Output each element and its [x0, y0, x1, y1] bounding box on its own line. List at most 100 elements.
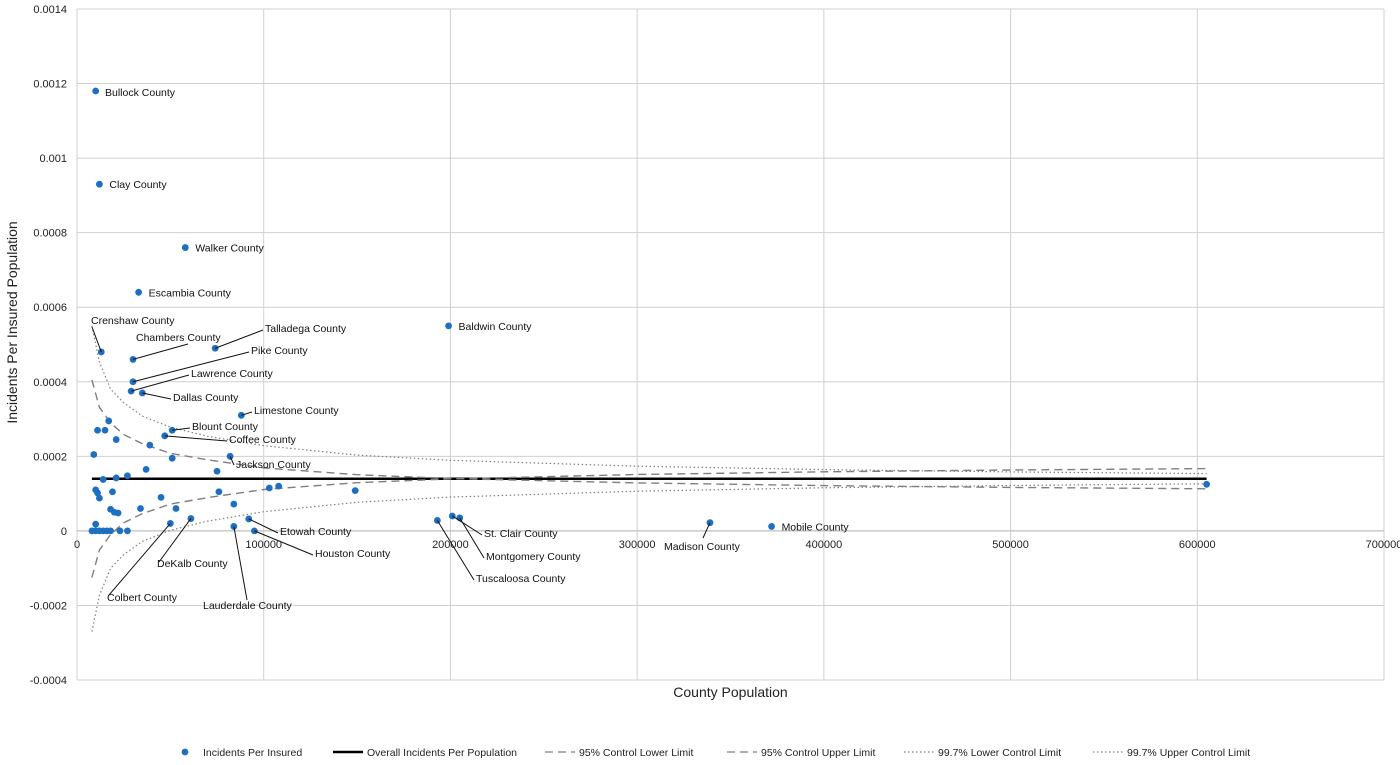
- leader-line: [233, 526, 248, 601]
- y-axis-title: Incidents Per Insured Population: [4, 221, 20, 423]
- x-tick-label: 200000: [432, 539, 469, 551]
- point-etowah-county: [245, 515, 253, 523]
- leader-line: [91, 326, 102, 353]
- control-limit-lines: [91, 325, 1207, 632]
- legend-item-95-control-lower-limit: 95% Control Lower Limit: [545, 747, 693, 759]
- point-madison-county: [706, 519, 714, 527]
- label-lawrence-county: Lawrence County: [191, 368, 273, 380]
- data-point: [116, 527, 124, 535]
- x-tick-label: 100000: [245, 539, 282, 551]
- leader-line: [459, 517, 485, 559]
- label-bullock-county: Bullock County: [105, 87, 176, 99]
- data-point: [351, 487, 359, 495]
- label-etowah-county: Etowah County: [280, 526, 352, 538]
- leader-line: [436, 520, 475, 581]
- point-tuscaloosa-county: [433, 517, 441, 524]
- point-bullock-county: [92, 520, 100, 528]
- data-point: [94, 426, 101, 434]
- 95-control-lower-limit-line: [91, 467, 1207, 578]
- legend-label: 99.7% Upper Control Limit: [1127, 747, 1250, 759]
- y-tick-label: 0.0002: [33, 451, 67, 463]
- data-point: [275, 482, 283, 490]
- legend-label: Overall Incidents Per Population: [367, 747, 517, 759]
- leader-line: [229, 456, 235, 466]
- legend-marker: [181, 748, 189, 756]
- label-st-clair-county: St. Clair County: [484, 528, 558, 540]
- data-point: [213, 467, 221, 475]
- y-tick-label: 0.0012: [33, 79, 67, 91]
- label-tuscaloosa-county: Tuscaloosa County: [476, 573, 566, 585]
- legend-item-99-7-lower-control-limit: 99.7% Lower Control Limit: [904, 747, 1061, 759]
- data-point: [168, 454, 176, 462]
- point-baldwin-county: [445, 322, 452, 330]
- label-walker-county: Walker County: [195, 243, 264, 255]
- legend-label: Incidents Per Insured: [203, 747, 302, 759]
- y-tick-label: -0.0004: [30, 675, 67, 687]
- label-coffee-county: Coffee County: [229, 434, 297, 446]
- data-point: [99, 476, 107, 483]
- y-tick-label: 0: [61, 526, 67, 538]
- data-point: [107, 527, 115, 535]
- 99-7-upper-control-limit-line: [91, 325, 1207, 475]
- label-clay-county: Clay County: [109, 179, 167, 191]
- legend-item-99-7-upper-control-limit: 99.7% Upper Control Limit: [1093, 747, 1250, 759]
- data-point: [112, 474, 120, 482]
- point-mobile-county: [768, 523, 775, 530]
- data-point: [1203, 480, 1211, 488]
- data-point: [124, 527, 131, 535]
- x-tick-label: 700000: [1366, 539, 1400, 551]
- axis-ticks: -0.0004 -0.0002 0 0.0002 0.0004 0.0006 0.0008 0…: [30, 4, 1400, 687]
- label-blount-county: Blount County: [192, 421, 259, 433]
- legend-label: 95% Control Lower Limit: [579, 747, 693, 759]
- x-tick-label: 300000: [619, 539, 656, 551]
- y-tick-label: 0.0006: [33, 302, 67, 314]
- leader-line: [702, 522, 711, 539]
- label-limestone-county: Limestone County: [254, 405, 339, 417]
- label-pike-county: Pike County: [251, 345, 308, 357]
- legend-label: 99.7% Lower Control Limit: [938, 747, 1061, 759]
- leader-line: [254, 530, 314, 556]
- y-tick-label: 0.0014: [33, 4, 67, 16]
- leader-line: [158, 518, 192, 563]
- leader-line: [131, 374, 190, 392]
- county-labels: Bullock County Clay County Walker County Es…: [91, 87, 849, 612]
- point-walker-county: [181, 244, 189, 251]
- x-axis-title: County Population: [673, 684, 787, 700]
- leader-line: [132, 343, 189, 360]
- legend: Incidents Per Insured Overall Incidents P…: [181, 747, 1250, 759]
- data-point: [142, 465, 150, 473]
- label-madison-county: Madison County: [664, 541, 741, 553]
- data-point: [101, 426, 109, 434]
- label-dallas-county: Dallas County: [173, 392, 239, 404]
- point-escambia-county: [135, 288, 143, 296]
- data-point: [215, 488, 223, 496]
- label-houston-county: Houston County: [315, 548, 391, 560]
- data-point: [157, 493, 165, 501]
- label-chambers-county: Chambers County: [136, 332, 221, 344]
- 99-7-lower-control-limit-line: [91, 483, 1207, 632]
- label-dekalb-county: DeKalb County: [157, 558, 228, 570]
- data-point: [146, 441, 154, 449]
- data-point: [94, 489, 101, 497]
- leader-line: [241, 411, 253, 416]
- data-point: [112, 436, 120, 443]
- data-point: [105, 417, 113, 425]
- y-tick-label: 0.0008: [33, 228, 67, 240]
- leader-line: [164, 435, 228, 442]
- legend-item-overall-incidents-per-population: Overall Incidents Per Population: [333, 747, 517, 759]
- label-escambia-county: Escambia County: [149, 287, 232, 299]
- legend-item-95-control-upper-limit: 95% Control Upper Limit: [727, 747, 875, 759]
- y-tick-label: -0.0002: [30, 600, 67, 612]
- label-montgomery-county: Montgomery County: [486, 551, 581, 563]
- point-dekalb-county: [187, 515, 195, 522]
- label-mobile-county: Mobile County: [782, 521, 850, 533]
- data-point: [124, 472, 131, 480]
- label-lauderdale-county: Lauderdale County: [203, 600, 292, 612]
- data-point: [96, 494, 103, 502]
- x-tick-label: 0: [74, 539, 80, 551]
- data-point: [137, 505, 144, 512]
- leader-line: [214, 329, 264, 349]
- data-point: [109, 488, 116, 496]
- data-points: [88, 87, 1211, 535]
- leader-line: [172, 427, 191, 431]
